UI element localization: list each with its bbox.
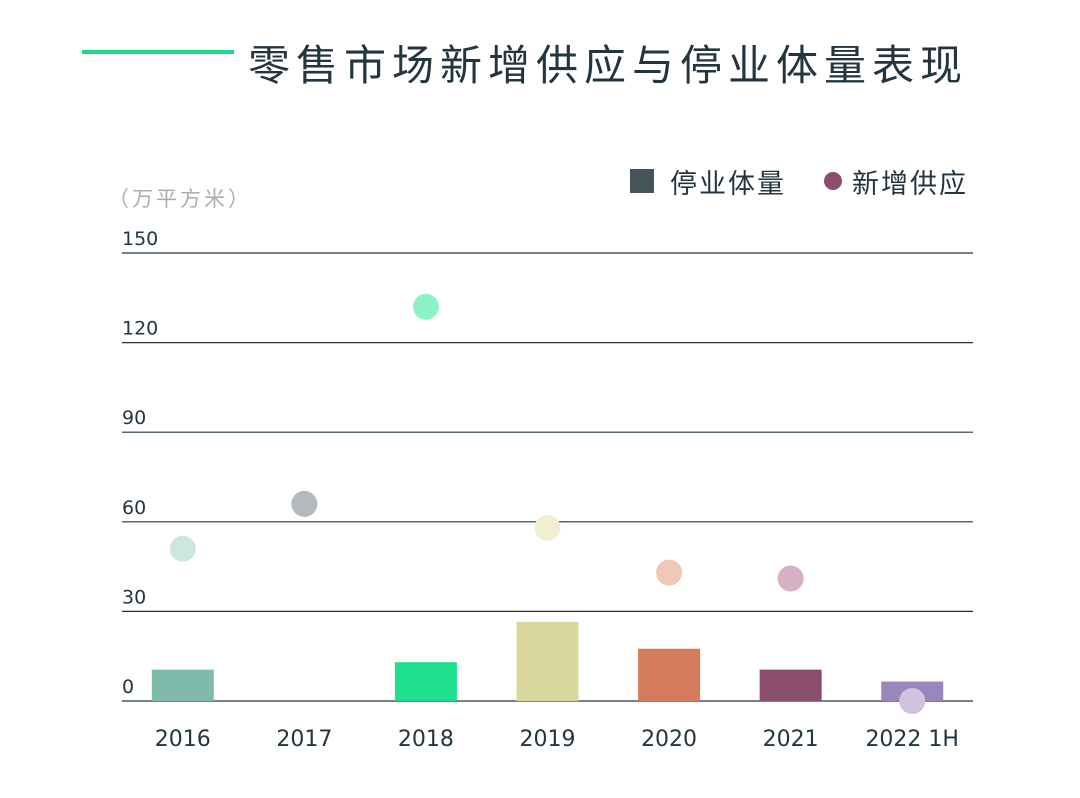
- dot-new-supply: [412, 293, 439, 320]
- dot-new-supply: [777, 565, 804, 592]
- y-tick-label: 120: [122, 318, 158, 340]
- legend-dot-icon: [824, 172, 842, 190]
- bar-closure: [516, 621, 579, 701]
- bar-closure: [638, 648, 701, 701]
- legend-label-closure: 停业体量: [670, 168, 786, 200]
- legend-square-icon: [630, 169, 654, 193]
- x-tick-label: 2017: [276, 727, 332, 752]
- bar-closure: [151, 669, 214, 701]
- bar-closure: [759, 669, 822, 701]
- bar-closure: [394, 662, 457, 701]
- dot-new-supply: [534, 514, 561, 541]
- y-tick-label: 60: [122, 497, 146, 519]
- x-tick-label: 2022 1H: [865, 727, 959, 752]
- x-tick-label: 2021: [763, 727, 819, 752]
- y-tick-label: 150: [122, 228, 158, 250]
- x-tick-label: 2018: [398, 727, 454, 752]
- legend-item-closure: 停业体量: [630, 162, 786, 201]
- x-tick-label: 2016: [155, 727, 211, 752]
- legend-item-new-supply: 新增供应: [824, 162, 968, 201]
- dot-new-supply: [656, 559, 683, 586]
- legend-label-new-supply: 新增供应: [852, 168, 968, 200]
- dot-new-supply: [291, 490, 318, 517]
- dot-new-supply: [169, 535, 196, 562]
- dot-new-supply: [899, 688, 926, 714]
- y-tick-label: 0: [122, 676, 134, 698]
- chart-title: 零售市场新增供应与停业体量表现: [248, 41, 969, 90]
- x-tick-label: 2019: [520, 727, 576, 752]
- title-accent-rule: [82, 50, 234, 54]
- y-tick-label: 30: [122, 586, 146, 608]
- x-tick-label: 2020: [641, 727, 697, 752]
- y-tick-label: 90: [122, 407, 146, 429]
- y-axis-unit-label: （万平方米）: [108, 187, 252, 211]
- legend: 停业体量 新增供应: [630, 162, 968, 201]
